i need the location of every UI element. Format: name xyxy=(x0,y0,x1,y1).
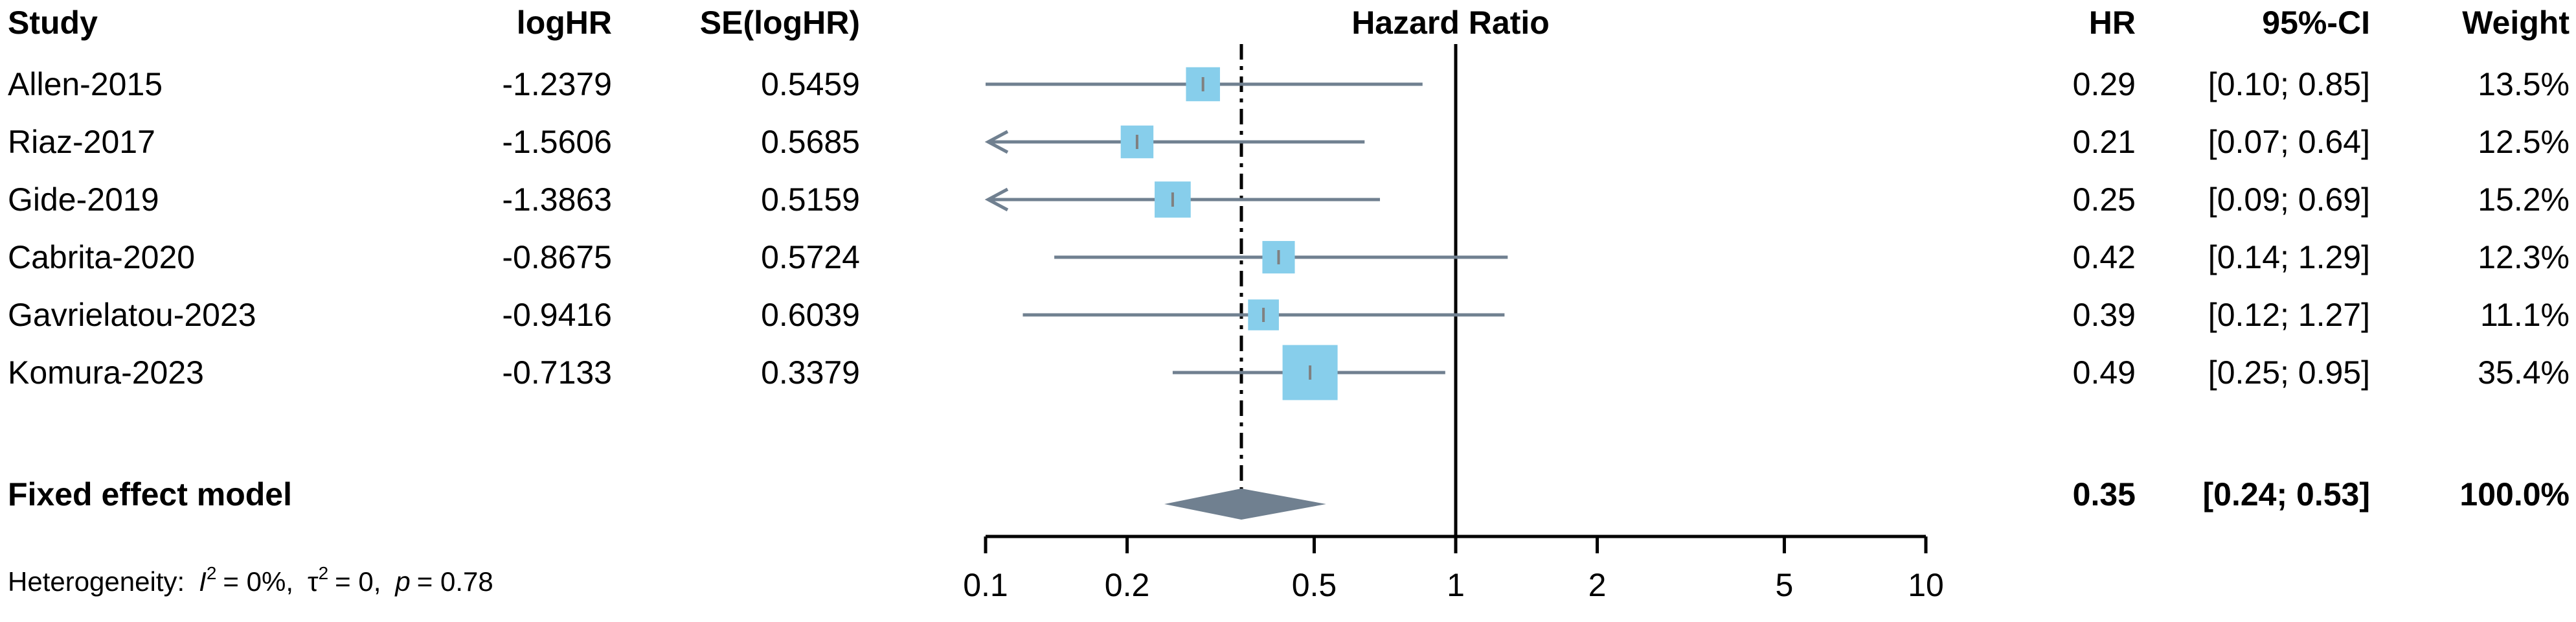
study-name: Riaz-2017 xyxy=(8,124,155,160)
study-se: 0.5724 xyxy=(761,239,860,275)
x-tick-label: 10 xyxy=(1908,567,1944,603)
study-ci: [0.07; 0.64] xyxy=(2208,124,2370,160)
study-se: 0.5159 xyxy=(761,181,860,218)
pooled-label: Fixed effect model xyxy=(8,476,292,513)
het-p-value: = 0.78 xyxy=(417,566,493,597)
study-name: Cabrita-2020 xyxy=(8,239,195,275)
pooled-hr: 0.35 xyxy=(2073,476,2136,513)
het-i2-value: = 0%, xyxy=(223,566,293,597)
study-loghr: -1.3863 xyxy=(502,181,612,218)
study-name: Gide-2019 xyxy=(8,181,159,218)
x-tick-label: 0.1 xyxy=(963,567,1008,603)
study-weight: 11.1% xyxy=(2480,297,2570,333)
study-weight: 35.4% xyxy=(2478,354,2570,391)
study-name: Allen-2015 xyxy=(8,66,163,102)
ci-arrow xyxy=(984,187,1009,212)
header-weight: Weight xyxy=(2462,5,2570,41)
het-i2-sup: 2 xyxy=(207,563,217,583)
x-tick-label: 0.5 xyxy=(1292,567,1337,603)
header-study: Study xyxy=(8,5,98,41)
study-loghr: -1.2379 xyxy=(502,66,612,102)
x-tick-label: 1 xyxy=(1447,567,1465,603)
pooled-marks xyxy=(1164,489,1326,520)
header-hr: HR xyxy=(2089,5,2136,41)
ci-arrow xyxy=(984,130,1009,154)
study-ci: [0.10; 0.85] xyxy=(2208,66,2370,102)
x-tick-label: 0.2 xyxy=(1105,567,1150,603)
study-hr: 0.42 xyxy=(2073,239,2136,275)
het-p-symbol: p xyxy=(394,566,410,597)
study-weight: 12.5% xyxy=(2478,124,2570,160)
study-hr: 0.21 xyxy=(2073,124,2136,160)
reference-lines xyxy=(1239,44,1458,536)
study-ci: [0.14; 1.29] xyxy=(2208,239,2370,275)
pooled-diamond xyxy=(1164,489,1326,520)
study-ci: [0.09; 0.69] xyxy=(2208,181,2370,218)
study-loghr: -0.8675 xyxy=(502,239,612,275)
study-se: 0.5459 xyxy=(761,66,860,102)
plot-title: Hazard Ratio xyxy=(1351,5,1550,41)
study-ci: [0.25; 0.95] xyxy=(2208,354,2370,391)
study-hr: 0.29 xyxy=(2073,66,2136,102)
study-ci: [0.12; 1.27] xyxy=(2208,297,2370,333)
study-se: 0.5685 xyxy=(761,124,860,160)
het-label: Heterogeneity: xyxy=(8,566,185,597)
study-se: 0.3379 xyxy=(761,354,860,391)
study-name: Gavrielatou-2023 xyxy=(8,297,256,333)
het-tau-sup: 2 xyxy=(319,563,329,583)
study-hr: 0.39 xyxy=(2073,297,2136,333)
study-name: Komura-2023 xyxy=(8,354,204,391)
study-weight: 13.5% xyxy=(2478,66,2570,102)
study-hr: 0.49 xyxy=(2073,354,2136,391)
het-tau-value: = 0, xyxy=(335,566,381,597)
study-weight: 12.3% xyxy=(2478,239,2570,275)
study-loghr: -0.7133 xyxy=(502,354,612,391)
study-se: 0.6039 xyxy=(761,297,860,333)
pooled-ci: [0.24; 0.53] xyxy=(2203,476,2370,513)
study-marks xyxy=(984,67,1508,400)
study-weight: 15.2% xyxy=(2478,181,2570,218)
x-axis: 0.1 0.2 0.5 1 2 5 10 xyxy=(963,535,1944,603)
study-hr: 0.25 xyxy=(2073,181,2136,218)
header-loghr: logHR xyxy=(517,5,612,41)
het-tau-symbol: τ xyxy=(308,566,319,597)
het-i2-symbol: I xyxy=(199,566,207,597)
heterogeneity-text: Heterogeneity: I2 = 0%, τ2 = 0, p = 0.78 xyxy=(8,563,493,597)
study-loghr: -0.9416 xyxy=(502,297,612,333)
plot-area: 0.1 0.2 0.5 1 2 5 10 xyxy=(963,44,1944,603)
pooled-weight: 100.0% xyxy=(2459,476,2570,513)
study-rows: Allen-2015 -1.2379 0.5459 0.29 [0.10; 0.… xyxy=(8,66,2570,391)
study-loghr: -1.5606 xyxy=(502,124,612,160)
header-se: SE(logHR) xyxy=(700,5,860,41)
header-ci: 95%-CI xyxy=(2262,5,2370,41)
x-tick-label: 5 xyxy=(1776,567,1794,603)
x-tick-label: 2 xyxy=(1588,567,1607,603)
